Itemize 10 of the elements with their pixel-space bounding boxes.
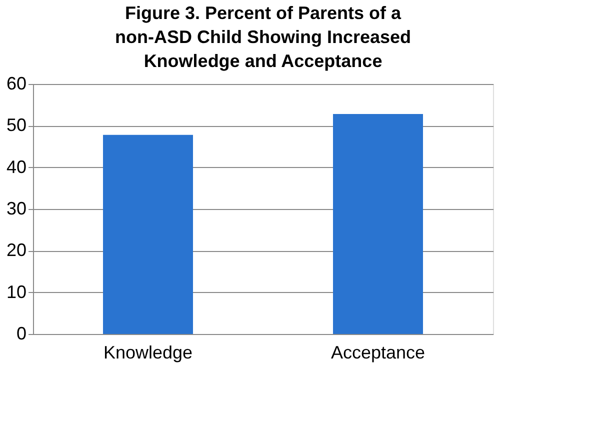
- y-tick-label: 20: [6, 240, 26, 260]
- y-tick-label: 30: [6, 198, 26, 218]
- x-tick-label: Knowledge: [103, 342, 193, 362]
- y-tick-label: 10: [6, 282, 26, 302]
- chart-title: Figure 3. Percent of Parents of a non-ASD Child Showing Increased Knowledge and Acceptance: [114, 3, 412, 71]
- y-tick-label: 60: [6, 74, 26, 94]
- x-tick-label: Acceptance: [330, 342, 426, 362]
- y-tick-label: 0: [16, 324, 26, 344]
- y-tick-label: 40: [6, 156, 26, 177]
- y-tick-label: 50: [6, 115, 26, 136]
